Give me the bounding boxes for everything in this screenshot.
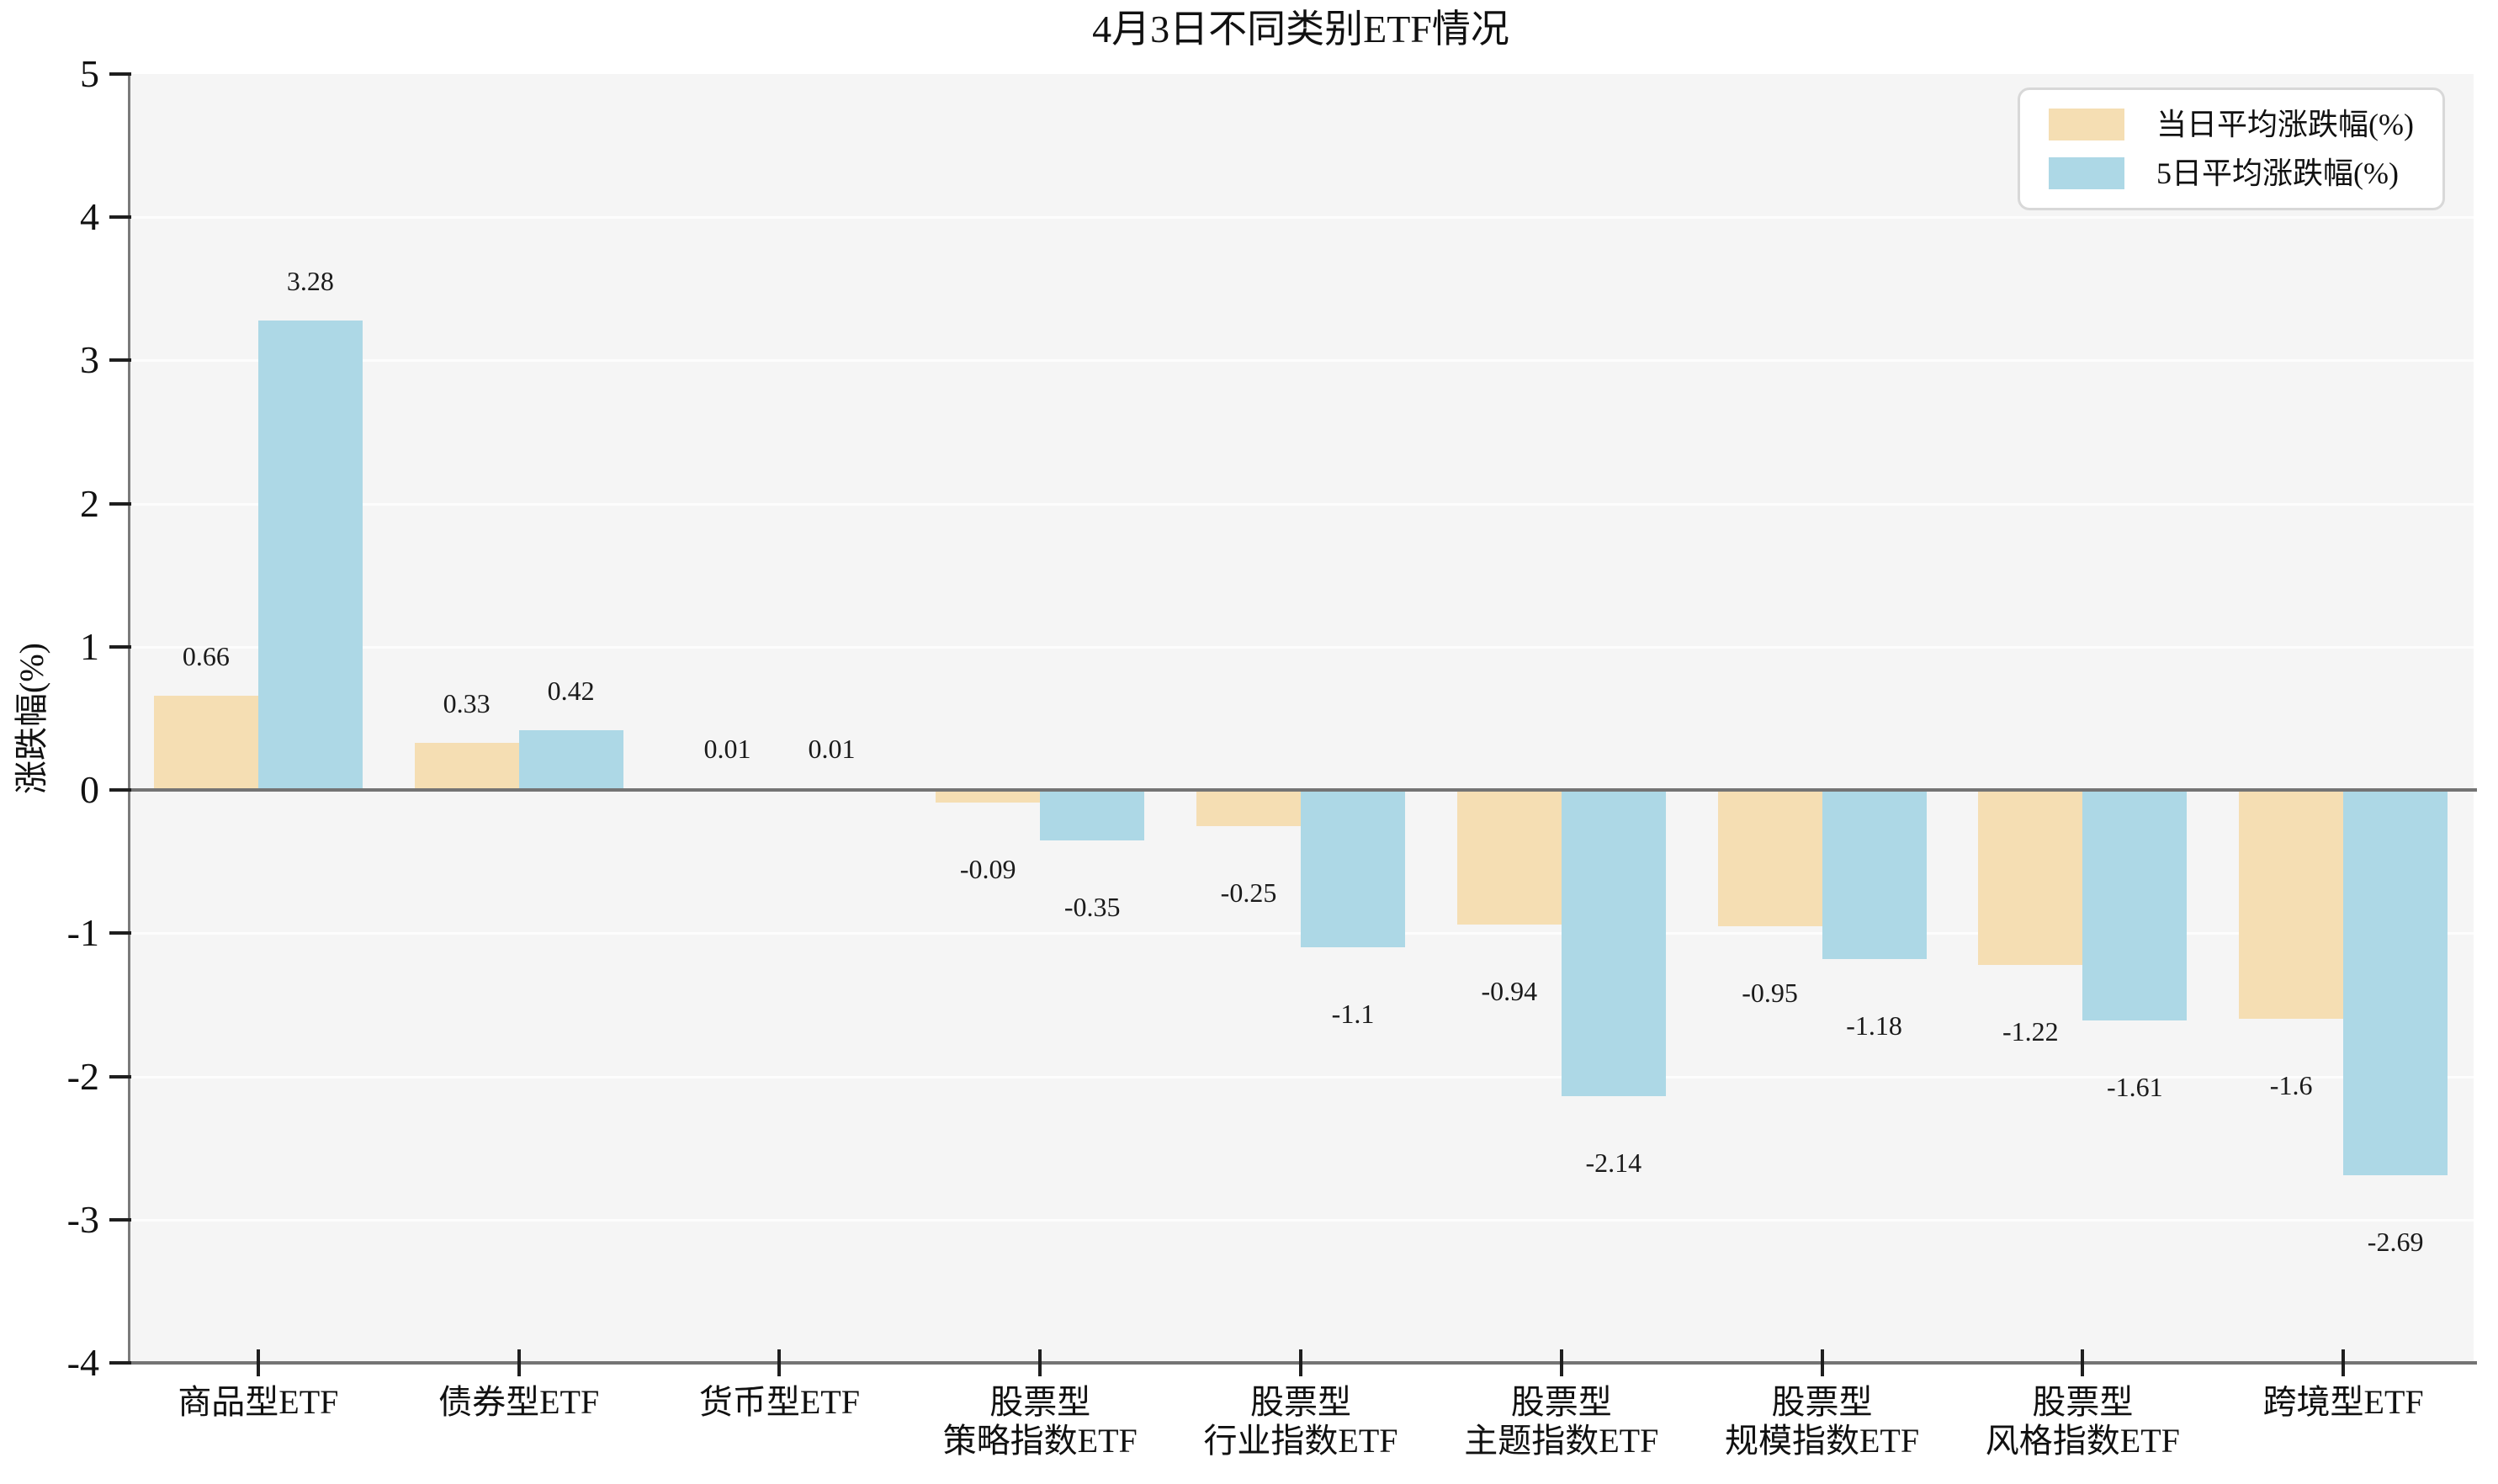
zero-baseline xyxy=(128,788,2477,792)
bar-series0-cat4 xyxy=(1196,790,1301,826)
y-tick--3 xyxy=(109,1217,131,1222)
bar-value-label-series1-cat2: 0.01 xyxy=(808,734,856,765)
bar-series1-cat4 xyxy=(1301,790,1405,948)
y-tick-label--1: -1 xyxy=(66,911,99,955)
x-category-label-6: 股票型 规模指数ETF xyxy=(1724,1383,1920,1460)
legend-label-5day-avg: 5日平均涨跌幅(%) xyxy=(2156,156,2399,190)
legend-item-5day-avg: 5日平均涨跌幅(%) xyxy=(2049,157,2442,189)
x-category-label-2: 货币型ETF xyxy=(698,1383,860,1421)
bar-value-label-series1-cat3: -0.35 xyxy=(1063,891,1121,922)
y-tick-label--4: -4 xyxy=(66,1341,99,1384)
gridline-y--2 xyxy=(128,1075,2474,1079)
x-category-label-0: 商品型ETF xyxy=(178,1383,339,1421)
bar-value-label-series0-cat0: 0.66 xyxy=(182,640,230,671)
gridline-y-2 xyxy=(128,502,2474,506)
bar-series0-cat0 xyxy=(153,695,258,791)
bar-value-label-series0-cat2: 0.01 xyxy=(703,734,751,765)
bar-value-label-series1-cat7: -1.61 xyxy=(2107,1072,2163,1103)
bar-value-label-series0-cat7: -1.22 xyxy=(2002,1015,2059,1047)
plot-area xyxy=(128,74,2474,1363)
y-tick-label-2: 2 xyxy=(80,481,99,525)
y-tick-label-5: 5 xyxy=(80,52,99,95)
legend-label-daily-avg: 当日平均涨跌幅(%) xyxy=(2156,108,2414,141)
y-tick-label-1: 1 xyxy=(80,624,99,668)
legend-item-daily-avg: 当日平均涨跌幅(%) xyxy=(2049,109,2442,140)
bar-series0-cat7 xyxy=(1978,790,2083,965)
x-tick-2 xyxy=(777,1349,782,1376)
y-axis-label: 涨跌幅(%) xyxy=(13,643,50,794)
y-tick-label-4: 4 xyxy=(80,195,99,239)
bar-series0-cat3 xyxy=(936,790,1041,803)
y-tick-4 xyxy=(109,215,131,220)
bar-value-label-series1-cat8: -2.69 xyxy=(2367,1227,2424,1257)
bar-series1-cat0 xyxy=(257,320,363,791)
x-tick-1 xyxy=(517,1349,521,1376)
y-tick-5 xyxy=(109,72,131,76)
gridline-y-1 xyxy=(128,645,2474,649)
x-category-label-1: 债券型ETF xyxy=(438,1383,600,1421)
x-category-label-3: 股票型 策略指数ETF xyxy=(942,1383,1138,1460)
bar-series0-cat1 xyxy=(414,742,519,791)
bar-series1-cat7 xyxy=(2082,790,2188,1021)
bar-series1-cat1 xyxy=(518,729,623,791)
y-tick-1 xyxy=(109,644,131,649)
bar-series1-cat3 xyxy=(1040,790,1145,840)
legend: 当日平均涨跌幅(%) 5日平均涨跌幅(%) xyxy=(2018,87,2445,210)
bar-value-label-series0-cat4: -0.25 xyxy=(1220,877,1277,908)
x-category-label-8: 跨境型ETF xyxy=(2262,1383,2424,1421)
bar-series0-cat8 xyxy=(2239,790,2344,1020)
y-axis-spine xyxy=(128,74,130,1365)
gridline-y-4 xyxy=(128,216,2474,220)
bar-value-label-series1-cat1: 0.42 xyxy=(547,675,595,706)
gridline-y-3 xyxy=(128,359,2474,363)
bar-value-label-series0-cat1: 0.33 xyxy=(443,687,491,718)
y-tick-label--3: -3 xyxy=(66,1197,99,1241)
chart-title: 4月3日不同类别ETF情况 xyxy=(1092,8,1509,50)
x-tick-7 xyxy=(2081,1349,2085,1376)
y-tick--4 xyxy=(109,1361,131,1365)
bar-value-label-series1-cat5: -2.14 xyxy=(1585,1147,1642,1179)
bar-series1-cat5 xyxy=(1561,790,1666,1097)
y-tick-label-3: 3 xyxy=(80,338,99,382)
x-tick-0 xyxy=(256,1349,260,1376)
y-tick-0 xyxy=(109,788,131,792)
bar-series0-cat5 xyxy=(1456,790,1562,925)
x-category-label-4: 股票型 行业指数ETF xyxy=(1203,1383,1398,1460)
y-tick-label-0: 0 xyxy=(80,768,99,812)
x-tick-3 xyxy=(1038,1349,1042,1376)
bar-series1-cat6 xyxy=(1822,790,1927,959)
x-tick-5 xyxy=(1559,1349,1563,1376)
x-tick-4 xyxy=(1299,1349,1302,1376)
x-tick-6 xyxy=(1820,1349,1824,1376)
x-category-label-5: 股票型 主题指数ETF xyxy=(1464,1383,1659,1460)
y-tick-2 xyxy=(109,501,131,506)
bar-value-label-series0-cat8: -1.6 xyxy=(2269,1070,2313,1101)
bar-value-label-series0-cat6: -0.95 xyxy=(1742,977,1798,1008)
bar-value-label-series1-cat6: -1.18 xyxy=(1846,1010,1902,1041)
y-tick-3 xyxy=(109,358,131,363)
x-tick-8 xyxy=(2342,1349,2346,1376)
gridline-y--3 xyxy=(128,1218,2474,1222)
bar-value-label-series1-cat4: -1.1 xyxy=(1331,999,1375,1030)
x-category-label-7: 股票型 风格指数ETF xyxy=(1985,1383,2180,1460)
bar-value-label-series1-cat0: 3.28 xyxy=(286,265,334,296)
legend-swatch-daily-avg xyxy=(2049,109,2124,140)
bar-series0-cat6 xyxy=(1717,790,1822,926)
y-tick--1 xyxy=(109,931,131,935)
bar-value-label-series0-cat3: -0.09 xyxy=(959,854,1016,885)
legend-swatch-5day-avg xyxy=(2049,157,2124,189)
y-tick-label--2: -2 xyxy=(66,1054,99,1098)
bar-value-label-series0-cat5: -0.94 xyxy=(1481,976,1538,1007)
bar-series1-cat8 xyxy=(2343,790,2448,1175)
y-tick--2 xyxy=(109,1074,131,1079)
